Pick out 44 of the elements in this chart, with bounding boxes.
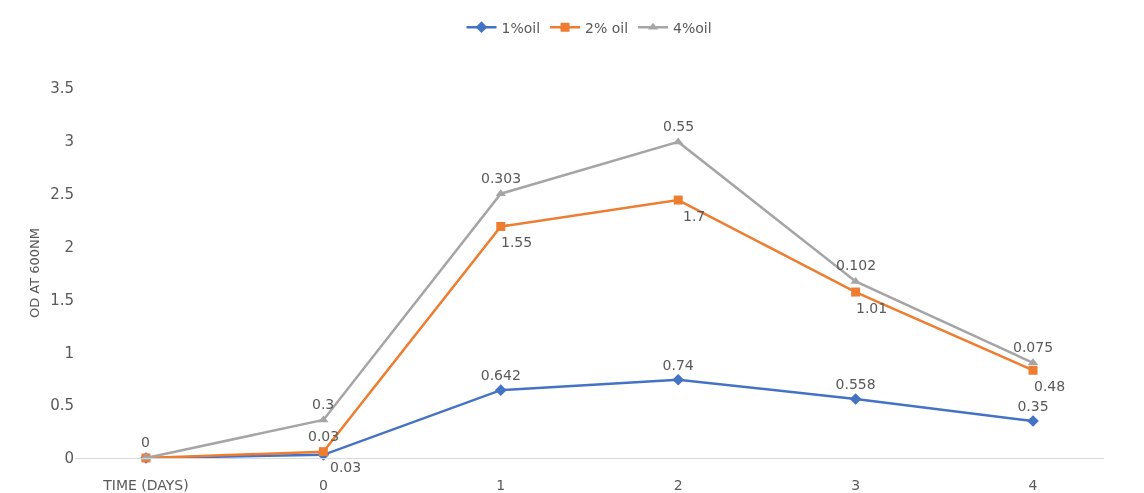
annotation: 0.3 xyxy=(312,396,335,412)
annotation: 1.55 xyxy=(501,234,533,250)
x-tick-label: 3 xyxy=(851,476,861,493)
data-label: 0.03 xyxy=(330,458,362,475)
y-tick-label: 1.5 xyxy=(50,290,74,309)
annotation: 0 xyxy=(141,434,150,450)
y-tick-label: 0 xyxy=(64,449,74,468)
point xyxy=(673,137,684,145)
point xyxy=(673,195,683,205)
point xyxy=(672,373,685,386)
y-tick-label: 3 xyxy=(64,132,74,151)
y-tick-label: 2 xyxy=(64,237,74,256)
y-tick-label: 0.5 xyxy=(50,396,74,415)
x-tick-label: 1 xyxy=(496,476,506,493)
y-tick-label: 1 xyxy=(64,343,74,362)
y-tick-label: 2.5 xyxy=(50,184,74,203)
data-label: 0.642 xyxy=(480,367,521,384)
annotation: 1.7 xyxy=(683,208,706,224)
annotation: 0.075 xyxy=(1013,339,1054,355)
point xyxy=(496,221,506,231)
annotation: 0.48 xyxy=(1034,378,1066,394)
x-tick-label: 0 xyxy=(318,476,328,493)
annotation: 0.303 xyxy=(481,170,522,186)
point xyxy=(318,415,329,423)
point xyxy=(850,276,861,284)
point xyxy=(494,384,507,396)
y-axis-title: OD AT 600NM xyxy=(27,227,42,319)
point xyxy=(318,447,328,457)
annotation: 0.102 xyxy=(836,257,877,273)
legend-label: 4%oil xyxy=(673,19,712,36)
x-tick-label: TIME (DAYS) xyxy=(102,476,189,493)
data-label: 0.35 xyxy=(1017,397,1049,414)
x-tick-label: 4 xyxy=(1028,476,1038,493)
point xyxy=(849,393,862,405)
data-label: 0.74 xyxy=(662,356,694,373)
legend-label: 1%oil xyxy=(501,19,541,36)
legend-label: 2% oil xyxy=(585,19,629,36)
annotation: 1.01 xyxy=(856,300,888,316)
data-label: 0.558 xyxy=(835,375,876,392)
point xyxy=(851,287,861,297)
x-tick-label: 2 xyxy=(673,476,683,493)
point xyxy=(1028,365,1038,375)
annotation: 0.55 xyxy=(663,118,695,134)
y-tick-label: 3.5 xyxy=(50,79,74,98)
